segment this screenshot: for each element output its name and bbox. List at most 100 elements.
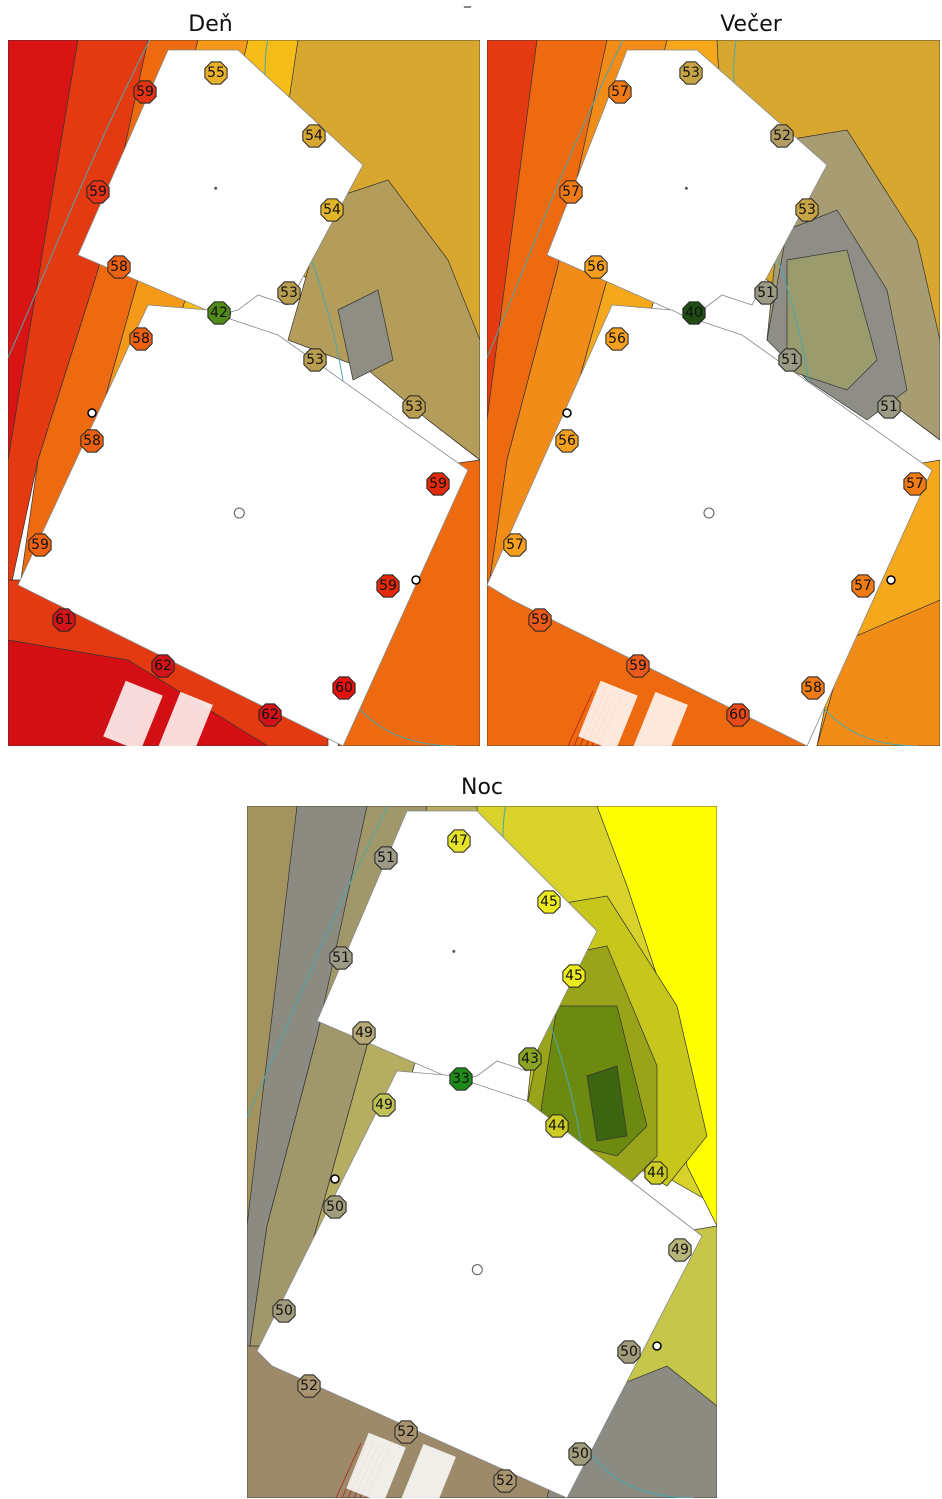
noise-level-octagon	[644, 1161, 668, 1185]
noise-level-badge: 56	[605, 327, 629, 351]
noise-level-value: 51	[377, 850, 395, 866]
noise-level-octagon	[204, 61, 228, 85]
noise-level-value: 62	[261, 707, 279, 723]
noise-level-badge: 51	[329, 946, 353, 970]
noise-level-value: 57	[506, 537, 524, 553]
parking-bay	[578, 680, 638, 746]
parking-bay	[400, 1443, 456, 1498]
noise-level-badge: 52	[297, 1374, 321, 1398]
noise-level-value: 50	[620, 1344, 638, 1360]
noise-level-badge: 58	[129, 327, 153, 351]
noise-level-value: 50	[571, 1446, 589, 1462]
noise-map-night: 47 51 45 51 45 49 43 33 49 44 44 50 49 50 50 52 52 50 52	[247, 806, 717, 1498]
noise-level-value: 45	[540, 894, 558, 910]
top-mark: _	[464, 0, 471, 8]
noise-level-badge: 60	[726, 703, 750, 727]
noise-level-value: 59	[31, 537, 49, 553]
noise-level-octagon	[329, 946, 353, 970]
noise-level-octagon	[682, 301, 706, 325]
noise-level-octagon	[332, 676, 356, 700]
noise-level-value: 58	[804, 680, 822, 696]
map-night: 47 51 45 51 45 49 43 33 49 44 44 50 49 50 50 52 52 50 52	[247, 806, 717, 1498]
noise-level-value: 58	[83, 433, 101, 449]
noise-level-badge: 50	[323, 1195, 347, 1219]
noise-level-badge: 53	[679, 61, 703, 85]
noise-level-badge: 61	[52, 608, 76, 632]
noise-level-octagon	[608, 80, 632, 104]
noise-level-value: 53	[682, 65, 700, 81]
noise-map-evening: 53 57 52 57 53 56 51 40 56 51 51 56 57 57 57 59 59 58 60	[487, 40, 940, 746]
noise-level-value: 59	[136, 84, 154, 100]
noise-level-octagon	[129, 327, 153, 351]
parking-bay	[632, 691, 688, 746]
noise-level-badge: 59	[133, 80, 157, 104]
noise-level-value: 62	[154, 658, 172, 674]
noise-level-badge: 44	[644, 1161, 668, 1185]
noise-level-badge: 49	[352, 1021, 376, 1045]
noise-level-value: 52	[300, 1378, 318, 1394]
noise-level-value: 59	[379, 578, 397, 594]
noise-level-value: 52	[397, 1424, 415, 1440]
parking-area	[92, 680, 213, 746]
noise-level-labels: 53 57 52 57 53 56 51 40 56 51 51 56 57 57 57 59 59 58 60	[503, 61, 927, 727]
noise-level-badge: 52	[493, 1469, 517, 1493]
building-center-dot-icon	[452, 949, 456, 953]
noise-level-badge: 59	[626, 654, 650, 678]
noise-level-octagon	[133, 80, 157, 104]
noise-level-badge: 42	[207, 301, 231, 325]
noise-level-octagon	[372, 1093, 396, 1117]
noise-level-value: 58	[132, 331, 150, 347]
noise-level-octagon	[528, 608, 552, 632]
noise-level-value: 51	[880, 399, 898, 415]
noise-level-octagon	[52, 608, 76, 632]
noise-level-octagon	[770, 124, 794, 148]
noise-level-value: 52	[496, 1473, 514, 1489]
noise-level-octagon	[352, 1021, 376, 1045]
noise-level-badge: 54	[320, 198, 344, 222]
building-center-icon	[703, 507, 715, 519]
noise-level-octagon	[449, 1067, 473, 1091]
noise-level-octagon	[323, 1195, 347, 1219]
noise-level-value: 54	[305, 128, 323, 144]
noise-level-octagon	[584, 255, 608, 279]
noise-level-octagon	[374, 846, 398, 870]
noise-level-octagon	[207, 301, 231, 325]
noise-level-octagon	[277, 281, 301, 305]
noise-level-octagon	[877, 395, 901, 419]
parking-stripe	[335, 1442, 362, 1498]
receiver-point-icon	[411, 575, 421, 585]
noise-contour-zone	[816, 599, 940, 746]
noise-level-value: 53	[405, 399, 423, 415]
noise-level-badge: 45	[562, 964, 586, 988]
noise-level-badge: 62	[151, 654, 175, 678]
noise-level-labels: 47 51 45 51 45 49 43 33 49 44 44 50 49 50 50 52 52 50 52	[272, 829, 692, 1493]
noise-level-badge: 43	[518, 1047, 542, 1071]
noise-level-value: 60	[335, 680, 353, 696]
noise-level-octagon	[605, 327, 629, 351]
noise-level-badge: 59	[86, 180, 110, 204]
noise-level-badge: 56	[584, 255, 608, 279]
noise-level-octagon	[320, 198, 344, 222]
noise-level-octagon	[559, 180, 583, 204]
noise-level-badge: 58	[80, 429, 104, 453]
noise-level-badge: 52	[394, 1420, 418, 1444]
noise-level-value: 56	[608, 331, 626, 347]
noise-level-octagon	[801, 676, 825, 700]
receiver-markers	[87, 186, 421, 585]
noise-level-value: 53	[306, 352, 324, 368]
panel-title-evening: Večer	[720, 12, 782, 37]
noise-level-value: 51	[757, 285, 775, 301]
noise-level-octagon	[679, 61, 703, 85]
noise-level-octagon	[272, 1299, 296, 1323]
noise-level-badge: 51	[778, 348, 802, 372]
noise-level-value: 52	[773, 128, 791, 144]
noise-level-badge: 53	[402, 395, 426, 419]
map-evening: 53 57 52 57 53 56 51 40 56 51 51 56 57 57 57 59 59 58 60	[487, 40, 940, 746]
noise-level-value: 57	[562, 184, 580, 200]
noise-level-value: 45	[565, 968, 583, 984]
noise-level-badge: 33	[449, 1067, 473, 1091]
noise-level-octagon	[795, 198, 819, 222]
noise-level-octagon	[503, 533, 527, 557]
noise-level-value: 56	[558, 433, 576, 449]
noise-level-badge: 44	[545, 1114, 569, 1138]
